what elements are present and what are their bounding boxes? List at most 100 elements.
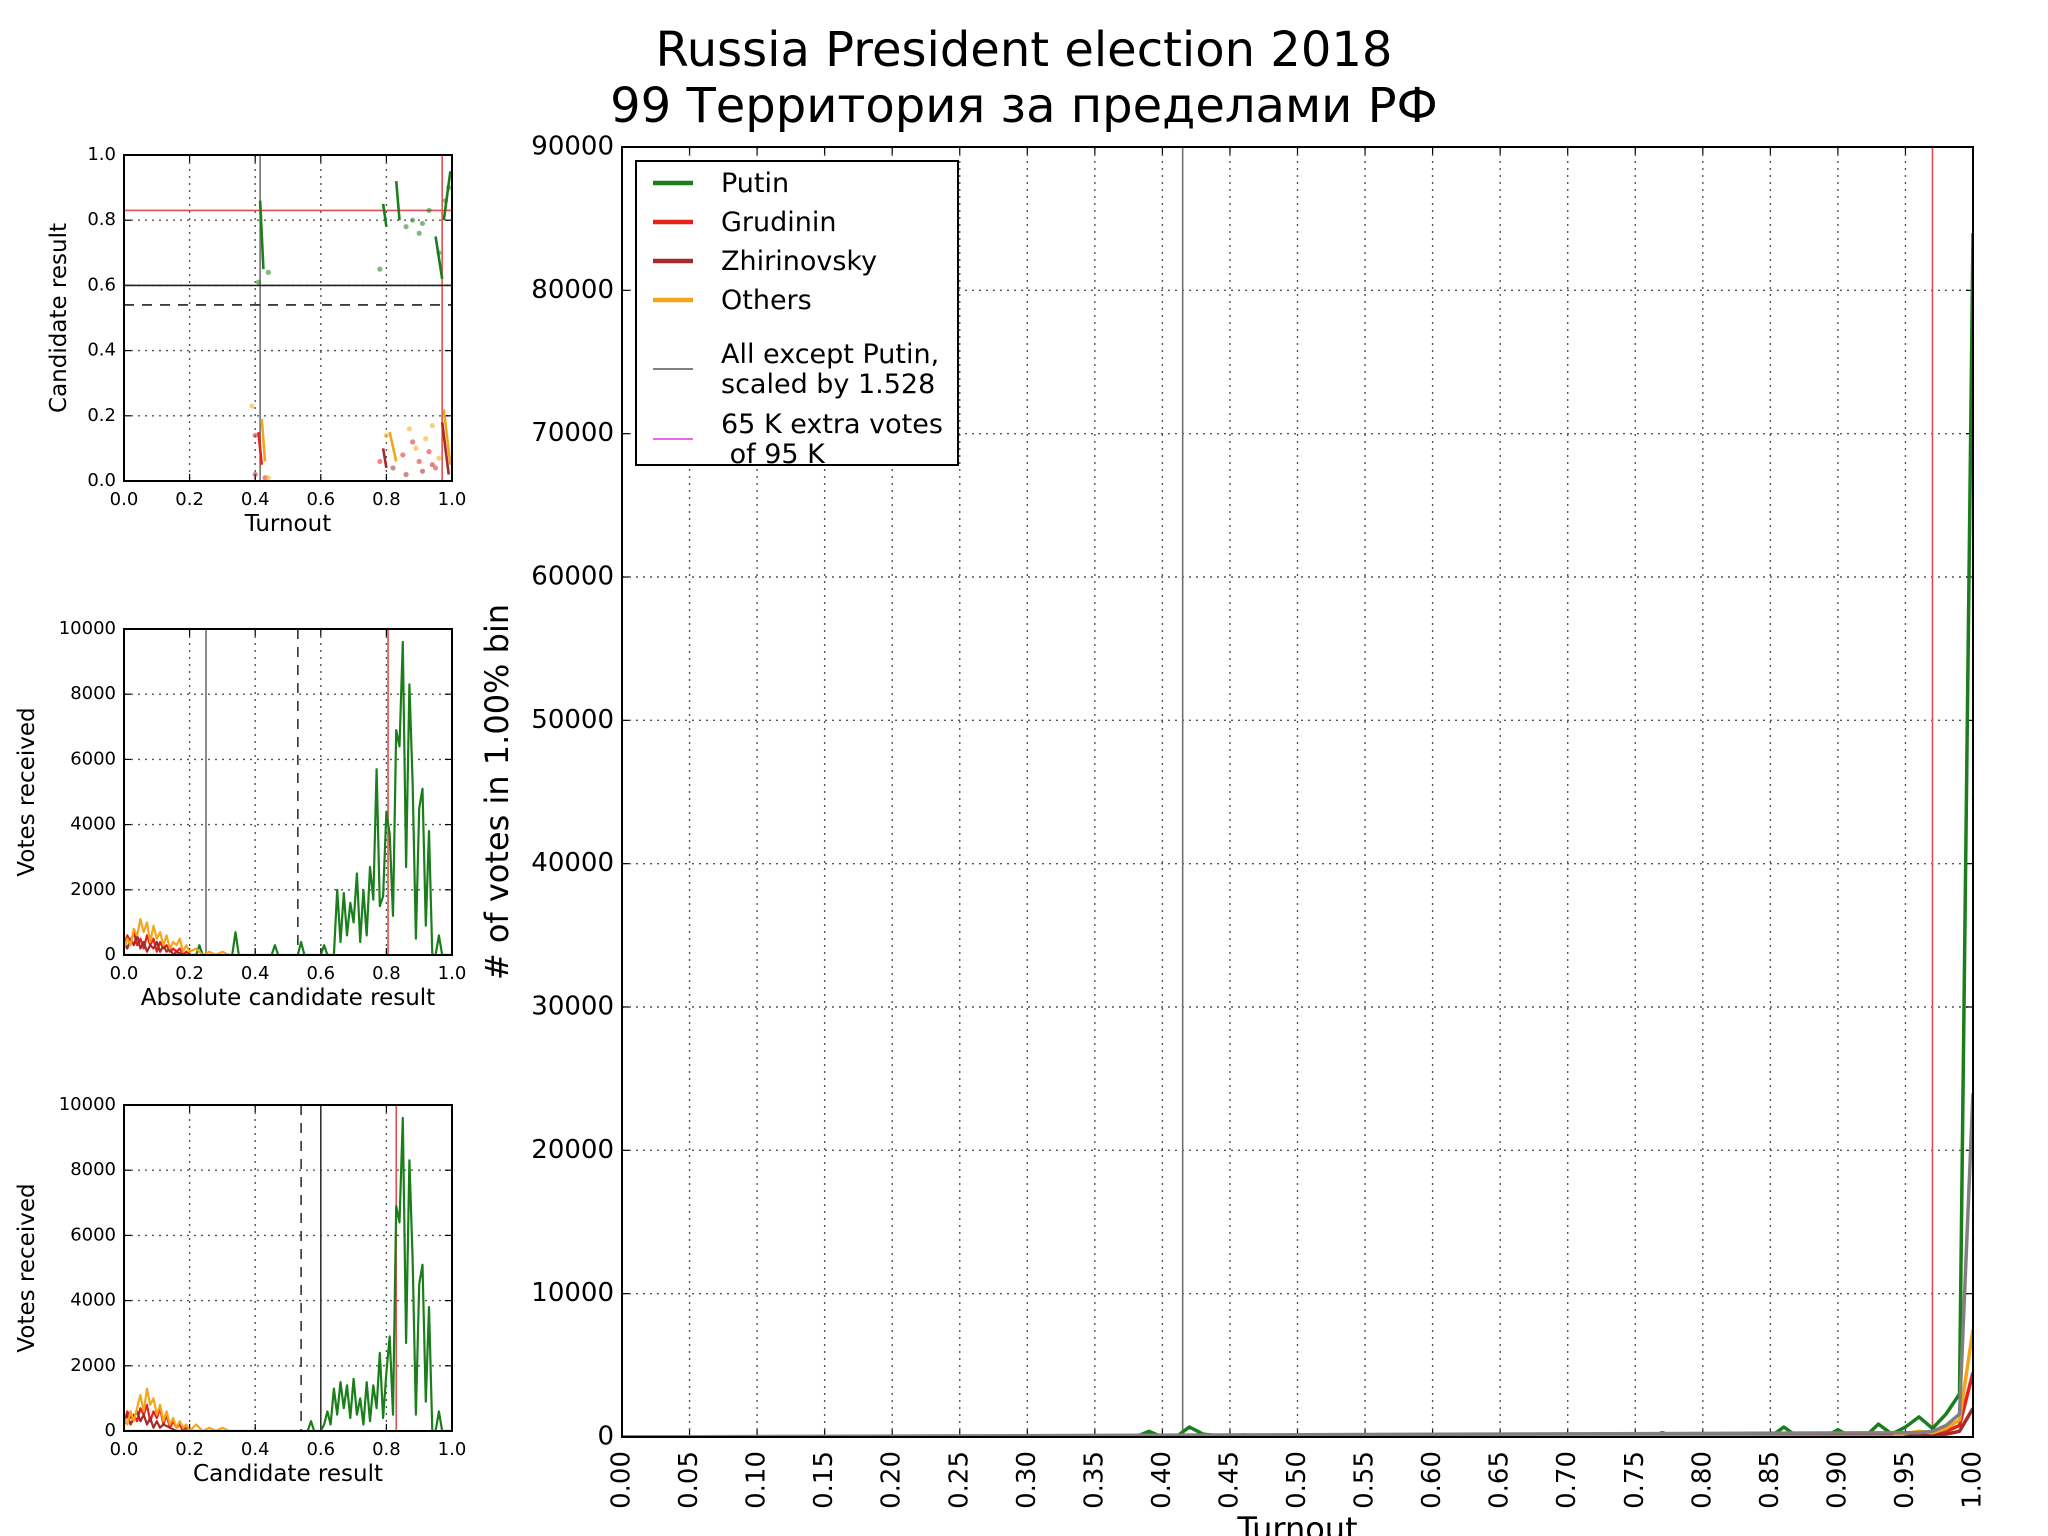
relative-x-tick-label: 0.4 [241,1439,270,1460]
scatter-point [426,207,432,214]
absolute-y-tick-label: 4000 [70,814,116,835]
absolute-x-tick-label: 0.4 [241,963,270,984]
main-series-all-except-putin [622,1092,1973,1437]
main-y-tick-label: 30000 [531,992,614,1022]
main-x-tick-label: 0.75 [1620,1451,1650,1509]
scatter-point [265,269,271,275]
legend-entry-line: All except Putin, [721,339,939,370]
main-y-tick-label: 40000 [531,848,614,878]
scatter-point [265,475,271,481]
legend-entry-line: of 95 K [721,439,826,470]
main-x-tick-label: 0.20 [877,1451,907,1509]
scatter-x-tick-label: 0.4 [241,489,270,510]
relative-y-tick-label: 0 [105,1420,116,1441]
relative-y-tick-label: 2000 [70,1355,116,1376]
absolute-y-tick-label: 2000 [70,879,116,900]
main-x-axis-label: Turnout [1236,1510,1357,1536]
scatter-x-tick-label: 0.6 [306,489,335,510]
relative-plot-area [124,1105,452,1431]
relative-x-tick-label: 0.0 [110,1439,139,1460]
scatter-x-tick-label: 0.8 [372,489,401,510]
scatter-point [403,224,409,230]
scatter-point [436,455,442,461]
absolute-series-putin [124,640,452,955]
absolute-x-tick-label: 1.0 [438,963,467,984]
scatter-segment [258,200,265,270]
legend-entry-5: 65 K extra votes of 95 K [721,409,943,470]
relative-series-putin [124,1116,452,1431]
scatter-point [252,432,258,438]
main-y-tick-label: 20000 [531,1135,614,1165]
absolute-y-tick-label: 0 [105,944,116,965]
absolute-plot-area [124,629,452,955]
main-y-tick-label: 90000 [531,132,614,162]
scatter-point [423,436,429,442]
chart-subtitle: 99 Территория за пределами РФ [610,78,1438,134]
relative-y-axis-label: Votes received [14,1183,40,1352]
main-x-tick-label: 0.80 [1687,1451,1717,1509]
scatter-point [436,250,442,256]
scatter-x-axis-label: Turnout [244,511,331,537]
scatter-segment [381,203,388,227]
main-x-tick-label: 0.25 [944,1451,974,1509]
main-x-tick-label: 0.30 [1012,1451,1042,1509]
scatter-segment [394,180,401,221]
relative-x-axis-label: Candidate result [193,1461,383,1487]
absolute-y-tick-label: 6000 [70,748,116,769]
relative-panel: 0.0 0.2 0.4 0.6 0.8 1.0 0 2000 4000 6000 8000 10000… [14,1094,466,1487]
absolute-axes-frame [123,628,453,956]
scatter-point [377,458,383,465]
scatter-point [413,445,419,451]
scatter-x-tick-label: 0.0 [110,489,139,510]
legend-entry-line: 65 K extra votes [721,409,943,440]
main-axes-frame [621,146,1974,1438]
scatter-segment [442,171,452,221]
relative-x-tick-label: 0.8 [372,1439,401,1460]
main-x-tick-label: 0.45 [1214,1451,1244,1509]
scatter-segment [381,448,388,469]
legend-entry-line: Grudinin [721,207,837,238]
main-x-tick-label: 0.40 [1147,1451,1177,1509]
relative-x-tick-label: 0.6 [306,1439,335,1460]
scatter-segment [440,422,451,475]
scatter-plot-area [124,155,452,481]
legend-entry-2: Zhirinovsky [721,246,877,277]
main-x-tick-label: 0.60 [1417,1451,1447,1509]
scatter-point [419,220,426,227]
main-x-tick-label: 0.55 [1350,1451,1380,1509]
scatter-point [403,471,409,478]
scatter-segment [434,236,444,280]
scatter-y-tick-label: 0.0 [87,470,116,491]
scatter-y-tick-label: 1.0 [87,144,116,165]
legend-entry-4: All except Putin, scaled by 1.528 [721,339,939,400]
main-y-tick-label: 60000 [531,562,614,592]
legend-entry-line: Zhirinovsky [721,246,877,277]
scatter-point [249,403,255,409]
main-series-zhirinovsky [622,1407,1973,1437]
relative-series-zhirinovsky [124,1410,183,1431]
absolute-x-tick-label: 0.6 [306,963,335,984]
absolute-x-tick-label: 0.2 [175,963,204,984]
chart-title: Russia President election 2018 [655,22,1393,78]
scatter-point [255,279,262,285]
main-x-tick-label: 0.65 [1485,1451,1515,1509]
absolute-y-axis-label: Votes received [14,707,40,876]
main-x-tick-label: 0.70 [1552,1451,1582,1509]
absolute-x-tick-label: 0.8 [372,963,401,984]
main-series-grudinin [622,1372,1973,1437]
scatter-y-tick-label: 0.2 [87,405,116,426]
scatter-x-tick-label: 1.0 [438,489,467,510]
scatter-segment [442,409,452,465]
scatter-point [406,426,412,432]
absolute-panel: 0.0 0.2 0.4 0.6 0.8 1.0 0 2000 4000 6000 8000 10000… [14,618,466,1011]
relative-series-others [124,1387,230,1431]
main-y-tick-label: 10000 [531,1278,614,1308]
scatter-point [429,422,435,429]
scatter-segment [260,418,267,462]
main-x-tick-label: 0.95 [1890,1451,1920,1509]
scatter-point [446,185,452,191]
main-x-tick-label: 0.90 [1822,1451,1852,1509]
scatter-axes-frame [123,154,453,482]
absolute-y-tick-label: 10000 [59,618,116,639]
